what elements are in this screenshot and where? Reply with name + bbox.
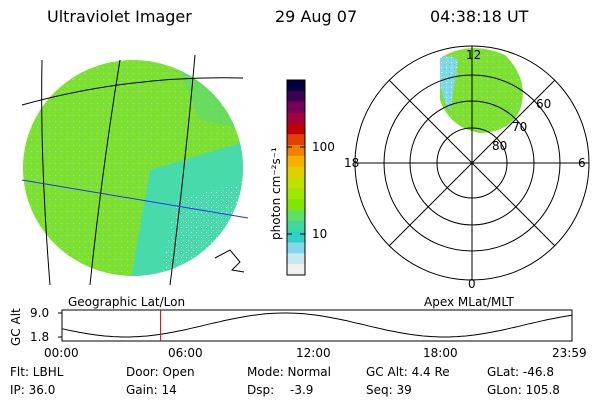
status-dsp-label: Dsp: [247,383,275,397]
status-glat: GLat: -46.8 [487,365,554,379]
colorbar-segment [287,264,305,276]
polar-plot [354,45,590,281]
status-glon: GLon: 105.8 [487,383,560,397]
colorbar-segment [287,90,305,103]
status-gc-alt: GC Alt: 4.4 Re [366,365,450,379]
colorbar-segment [287,145,305,157]
time-label: 04:38:18 UT [430,7,529,26]
status-mode: Mode: Normal [247,365,331,379]
time-tick-2359: 23:59 [552,346,587,360]
mlat-label-60: 60 [536,97,552,111]
status-flt: Flt: LBHL [10,365,64,379]
meridian-line [21,179,249,219]
altitude-curve [61,312,573,338]
status-dsp-value: -3.9 [290,383,314,397]
time-tick-0000: 00:00 [44,346,79,360]
mlat-label-80: 80 [492,139,508,153]
status-ip: IP: 36.0 [10,383,56,397]
date-label: 29 Aug 07 [275,7,358,26]
colorbar-segment [287,242,305,254]
colorbar-segment [287,220,305,233]
status-door: Door: Open [126,365,195,379]
status-seq: Seq: 39 [366,383,412,397]
geographic-image [21,54,249,286]
mlt-label-12: 12 [466,48,482,62]
apex-caption: Apex MLat/MLT [424,295,514,309]
colorbar-segment [287,123,305,135]
colorbar-unit-label: photon cm⁻²s⁻¹ [269,147,283,240]
colorbar [287,80,305,276]
alt-tick-low: 1.8 [30,330,50,344]
app-title: Ultraviolet Imager [47,7,192,26]
colorbar-tick-10: 10 [312,227,328,241]
mlt-label-6: 6 [578,156,586,170]
colorbar-segment [287,101,305,113]
status-gain: Gain: 14 [126,383,177,397]
colorbar-segment [287,188,305,200]
mlat-label-70: 70 [512,120,528,134]
colorbar-segment [287,253,305,265]
time-tick-1800: 18:00 [423,346,458,360]
colorbar-segment [287,177,305,189]
mlt-label-18: 18 [344,156,360,170]
colorbar-tick-100: 100 [312,140,335,154]
colorbar-segment [287,80,305,92]
coastline [214,249,245,273]
time-tick-0600: 06:00 [168,346,203,360]
alt-tick-high: 9.0 [30,306,50,320]
altitude-plot [58,309,573,342]
colorbar-segment [287,166,305,178]
gc-alt-axis-label: GC Alt [9,308,23,346]
colorbar-frame [286,79,306,276]
geographic-caption: Geographic Lat/Lon [68,295,186,309]
colorbar-segment [287,210,305,222]
colorbar-segment [287,199,305,211]
mlt-label-0: 0 [468,277,476,291]
colorbar-segment [287,231,305,243]
lat-lon-grid [21,54,244,286]
colorbar-segment [287,155,305,168]
colorbar-segment [287,112,305,124]
colorbar-segment [287,134,305,146]
time-tick-1200: 12:00 [296,346,331,360]
